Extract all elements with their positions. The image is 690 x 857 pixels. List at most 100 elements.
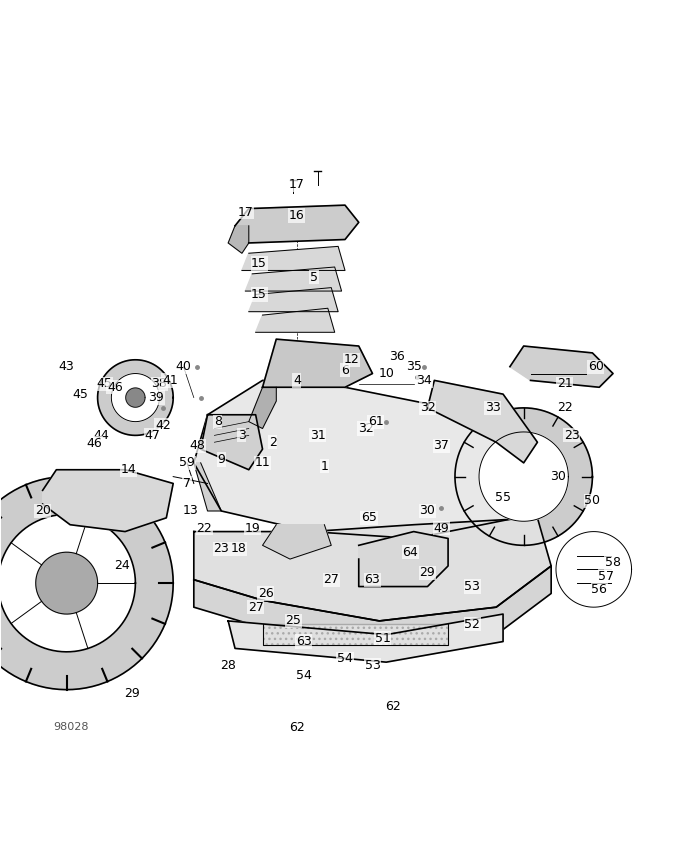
Text: 10: 10 xyxy=(378,367,394,380)
Text: 46: 46 xyxy=(107,381,123,393)
Text: 8: 8 xyxy=(214,415,222,428)
Polygon shape xyxy=(249,387,276,428)
Polygon shape xyxy=(194,518,551,621)
Polygon shape xyxy=(228,614,503,662)
Polygon shape xyxy=(262,524,331,559)
Text: 32: 32 xyxy=(357,422,373,435)
Polygon shape xyxy=(36,552,97,614)
Polygon shape xyxy=(43,470,173,531)
Text: 54: 54 xyxy=(337,652,353,665)
Text: 38: 38 xyxy=(152,377,168,390)
Text: 53: 53 xyxy=(364,659,380,672)
Text: 57: 57 xyxy=(598,570,614,583)
Polygon shape xyxy=(510,346,613,387)
Text: 21: 21 xyxy=(557,377,573,390)
Text: 61: 61 xyxy=(368,415,384,428)
Polygon shape xyxy=(256,309,335,333)
Polygon shape xyxy=(194,566,551,649)
Text: 40: 40 xyxy=(175,360,191,373)
Text: 51: 51 xyxy=(375,632,391,644)
Text: 31: 31 xyxy=(310,428,326,442)
Text: 37: 37 xyxy=(433,439,449,452)
Text: 48: 48 xyxy=(189,439,205,452)
Text: 30: 30 xyxy=(550,470,566,483)
Text: 41: 41 xyxy=(162,374,177,387)
Text: 58: 58 xyxy=(605,556,621,569)
Text: 22: 22 xyxy=(196,522,212,535)
Text: 26: 26 xyxy=(258,587,274,600)
Text: 39: 39 xyxy=(148,391,164,404)
Text: 34: 34 xyxy=(416,374,432,387)
Text: 42: 42 xyxy=(155,418,170,432)
Text: 29: 29 xyxy=(124,686,140,699)
Text: 17: 17 xyxy=(289,178,305,191)
Polygon shape xyxy=(428,381,538,463)
Polygon shape xyxy=(201,415,262,470)
Text: 49: 49 xyxy=(433,522,449,535)
Text: 15: 15 xyxy=(251,257,267,270)
Polygon shape xyxy=(262,625,448,645)
Text: 1: 1 xyxy=(320,460,328,473)
Text: 5: 5 xyxy=(310,271,318,284)
Text: 55: 55 xyxy=(495,491,511,504)
Text: 3: 3 xyxy=(238,428,246,442)
Polygon shape xyxy=(235,205,359,243)
Text: 45: 45 xyxy=(97,377,112,390)
Text: 43: 43 xyxy=(59,360,75,373)
Text: 28: 28 xyxy=(220,659,236,672)
Text: 20: 20 xyxy=(34,505,50,518)
Text: 6: 6 xyxy=(341,363,349,376)
Polygon shape xyxy=(194,463,221,511)
Text: 53: 53 xyxy=(464,580,480,593)
Text: 56: 56 xyxy=(591,584,607,596)
Text: 23: 23 xyxy=(213,542,229,555)
Text: 11: 11 xyxy=(255,457,270,470)
Text: 15: 15 xyxy=(251,288,267,301)
Text: 17: 17 xyxy=(237,206,253,219)
Text: 59: 59 xyxy=(179,457,195,470)
Text: 45: 45 xyxy=(72,387,88,400)
Polygon shape xyxy=(262,339,373,387)
Text: 65: 65 xyxy=(361,512,377,524)
Text: 35: 35 xyxy=(406,360,422,373)
Text: 33: 33 xyxy=(485,401,501,415)
Text: 27: 27 xyxy=(324,573,339,586)
Text: 13: 13 xyxy=(182,505,198,518)
Text: 16: 16 xyxy=(289,209,305,222)
Polygon shape xyxy=(111,374,159,422)
Text: 54: 54 xyxy=(296,669,312,682)
Text: 52: 52 xyxy=(464,618,480,631)
Polygon shape xyxy=(246,267,342,291)
Text: 7: 7 xyxy=(183,477,191,490)
Polygon shape xyxy=(126,388,145,407)
Text: 18: 18 xyxy=(230,542,246,555)
Text: 22: 22 xyxy=(557,401,573,415)
Text: 62: 62 xyxy=(289,721,305,734)
Polygon shape xyxy=(0,476,173,690)
Text: 50: 50 xyxy=(584,494,600,507)
Polygon shape xyxy=(249,288,338,312)
Text: 63: 63 xyxy=(296,635,312,648)
Text: 60: 60 xyxy=(588,360,604,373)
Text: 14: 14 xyxy=(121,464,137,476)
Polygon shape xyxy=(194,381,551,538)
Text: 23: 23 xyxy=(564,428,580,442)
Polygon shape xyxy=(479,432,569,521)
Text: 4: 4 xyxy=(293,374,301,387)
Text: 24: 24 xyxy=(114,560,130,572)
Text: 27: 27 xyxy=(248,601,264,614)
Text: 63: 63 xyxy=(364,573,380,586)
Text: 25: 25 xyxy=(286,614,302,627)
Text: 9: 9 xyxy=(217,453,225,466)
Text: 29: 29 xyxy=(420,566,435,579)
Text: 32: 32 xyxy=(420,401,435,415)
Text: 19: 19 xyxy=(244,522,260,535)
Polygon shape xyxy=(242,246,345,271)
Text: 2: 2 xyxy=(269,435,277,449)
Polygon shape xyxy=(455,408,593,545)
Text: 62: 62 xyxy=(385,700,401,713)
Text: 98028: 98028 xyxy=(53,722,88,733)
Text: 44: 44 xyxy=(93,428,109,442)
Text: 47: 47 xyxy=(145,428,161,442)
Polygon shape xyxy=(359,531,448,586)
